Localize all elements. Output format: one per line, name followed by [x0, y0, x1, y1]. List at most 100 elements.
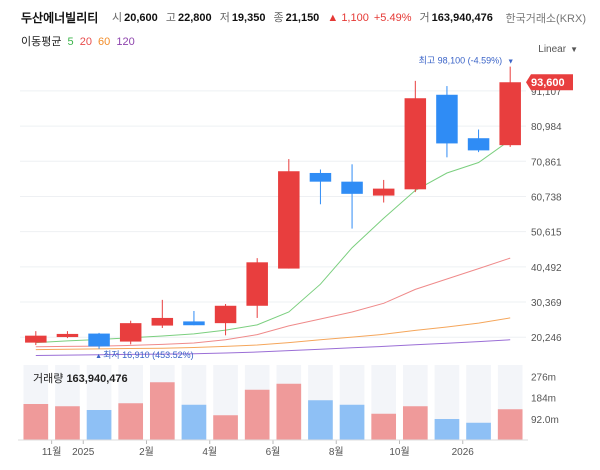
- volume-tick-label: 276m: [531, 372, 556, 383]
- last-price-tag: [526, 74, 573, 91]
- volume-bar: [244, 389, 270, 440]
- ma5-line: [35, 139, 511, 344]
- volume-bar: [434, 419, 460, 440]
- candle-down: [309, 169, 332, 205]
- candle-up: [372, 179, 395, 203]
- low-annotation: 최저 16,910 (453.52%): [103, 350, 194, 360]
- volume-bar: [86, 410, 112, 440]
- volume-panel-value: 163,940,476: [66, 373, 128, 385]
- scale-select[interactable]: Linear ▼: [538, 44, 578, 55]
- volume-panel-label: 거래량: [33, 373, 64, 385]
- candle-up: [278, 159, 300, 269]
- y-tick-label: 70,861: [531, 157, 562, 168]
- candle-up: [499, 66, 521, 147]
- volume-bar: [339, 404, 365, 440]
- change-value: ▲ 1,100: [327, 12, 369, 24]
- candle-body: [341, 181, 363, 194]
- x-tick-label: 2026: [452, 447, 475, 458]
- header: 두산에너빌리티 시 20,600 고 22,800 저 19,350 종 21,150 …: [0, 0, 600, 34]
- candle-down: [341, 164, 363, 229]
- volume-bar: [466, 422, 491, 440]
- volume-bar: [181, 404, 207, 440]
- candle-up: [404, 80, 427, 193]
- x-tick-label: 2월: [139, 446, 154, 458]
- y-tick-label: 91,107: [531, 87, 562, 98]
- candle-body: [436, 94, 458, 144]
- x-tick-label: 8월: [329, 446, 344, 458]
- candle-body: [467, 138, 490, 151]
- y-tick-label: 20,246: [531, 333, 562, 344]
- x-tick-label: 2025: [72, 447, 95, 458]
- candle-body: [88, 333, 110, 347]
- low-label: 저: [219, 12, 230, 24]
- quote-summary: 시 20,600 고 22,800 저 19,350 종 21,150 ▲ 1,100 +…: [112, 9, 498, 25]
- candle-body: [404, 98, 427, 190]
- candle-body: [246, 262, 268, 306]
- volume-value: 163,940,476: [431, 12, 493, 24]
- ma-legend-20: 20: [79, 36, 92, 48]
- volume-bar: [55, 406, 80, 440]
- volume-tick-label: 184m: [531, 393, 556, 404]
- ma20-line: [35, 257, 511, 348]
- volume-panel-title: 거래량 163,940,476: [33, 370, 128, 386]
- x-tick-label: 11월: [42, 446, 62, 458]
- change-percent: +5.49%: [373, 12, 412, 24]
- volume-bar: [213, 415, 238, 440]
- volume-bar: [497, 409, 523, 440]
- low-value: 19,350: [231, 12, 266, 24]
- volume-bar: [118, 403, 144, 440]
- candle-down: [467, 129, 490, 153]
- chevron-down-icon: ▼: [570, 45, 578, 54]
- y-tick-label: 80,984: [531, 122, 562, 133]
- ma-legend-title: 이동평균: [21, 36, 62, 48]
- candle-body: [278, 171, 300, 269]
- high-annotation: 최고 98,100 (-4.59%): [419, 56, 503, 66]
- high-label: 고: [165, 12, 176, 24]
- exchange-name: 한국거래소(KRX): [505, 13, 586, 25]
- candle-down: [436, 86, 458, 158]
- candle-body: [25, 335, 47, 343]
- candle-body: [183, 321, 205, 326]
- y-tick-label: 50,615: [531, 228, 562, 239]
- high-value: 22,800: [177, 12, 212, 24]
- volume-label: 거: [419, 12, 430, 24]
- y-tick-label: 30,369: [531, 298, 562, 309]
- candle-up: [214, 304, 237, 336]
- candle-up: [246, 258, 268, 318]
- high-marker-icon: ▼: [507, 59, 514, 66]
- candle-body: [151, 317, 174, 326]
- candle-body: [56, 333, 79, 338]
- x-tick-label: 4월: [202, 446, 217, 458]
- last-price-label: 93,600: [531, 77, 565, 89]
- x-tick-label: 10월: [389, 446, 409, 458]
- volume-bar: [308, 400, 333, 440]
- volume-bar: [23, 404, 49, 440]
- open-label: 시: [112, 12, 123, 24]
- y-tick-label: 40,492: [531, 263, 562, 274]
- candle-body: [372, 188, 395, 196]
- ma60-line: [35, 317, 511, 351]
- candle-body: [214, 305, 237, 324]
- ma-legend-5: 5: [67, 36, 74, 48]
- candle-up: [119, 320, 142, 345]
- candle-body: [119, 323, 142, 342]
- volume-tick-label: 92.0m: [531, 415, 559, 426]
- candle-body: [499, 82, 521, 146]
- candle-down: [88, 332, 110, 349]
- scale-select-value: Linear: [538, 44, 567, 55]
- volume-bar: [371, 413, 397, 440]
- moving-average-legend: 이동평균 5 20 60 120: [21, 33, 138, 49]
- x-tick-label: 6월: [266, 446, 281, 458]
- volume-bar: [149, 382, 175, 440]
- ma-legend-60: 60: [98, 36, 111, 48]
- volume-bar: [276, 383, 302, 440]
- stock-name: 두산에너빌리티: [21, 11, 99, 25]
- candle-up: [56, 331, 79, 339]
- volume-bar: [402, 406, 428, 440]
- candle-down: [183, 310, 205, 326]
- candle-up: [151, 299, 174, 329]
- close-value: 21,150: [285, 12, 320, 24]
- ma120-line: [35, 339, 511, 356]
- candle-up: [25, 331, 47, 346]
